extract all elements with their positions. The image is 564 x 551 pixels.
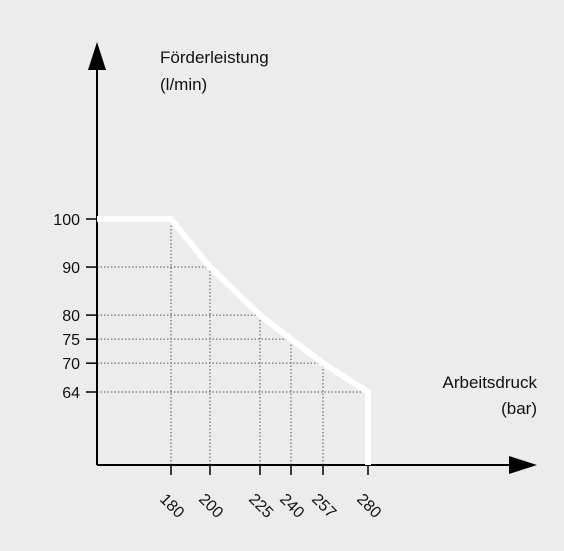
tick-labels: 100 90 80 75 70 64 180 200 225 240 257 280 xyxy=(53,212,384,522)
axes xyxy=(88,42,537,474)
y-tick-label: 75 xyxy=(62,332,80,349)
x-axis-unit: (bar) xyxy=(501,399,537,418)
performance-curve xyxy=(97,216,371,465)
y-axis-label: Förderleistung xyxy=(160,48,269,67)
y-tick-label: 64 xyxy=(62,385,80,402)
y-tick-label: 80 xyxy=(62,308,80,325)
y-tick-label: 70 xyxy=(62,356,80,373)
y-axis-unit: (l/min) xyxy=(160,75,207,94)
y-tick-label: 90 xyxy=(62,260,80,277)
y-axis-arrow-icon xyxy=(88,42,106,70)
x-tick-label: 257 xyxy=(308,491,339,522)
x-axis-label: Arbeitsdruck xyxy=(443,373,538,392)
x-tick-label: 180 xyxy=(156,491,187,522)
axis-ticks xyxy=(86,218,369,475)
x-tick-label: 200 xyxy=(195,491,226,522)
dotted-guide-lines xyxy=(97,218,369,465)
x-axis-arrow-icon xyxy=(509,456,537,474)
x-tick-label: 225 xyxy=(245,491,276,522)
x-tick-label: 240 xyxy=(276,491,307,522)
y-tick-label: 100 xyxy=(53,212,80,229)
x-tick-label: 280 xyxy=(353,491,384,522)
